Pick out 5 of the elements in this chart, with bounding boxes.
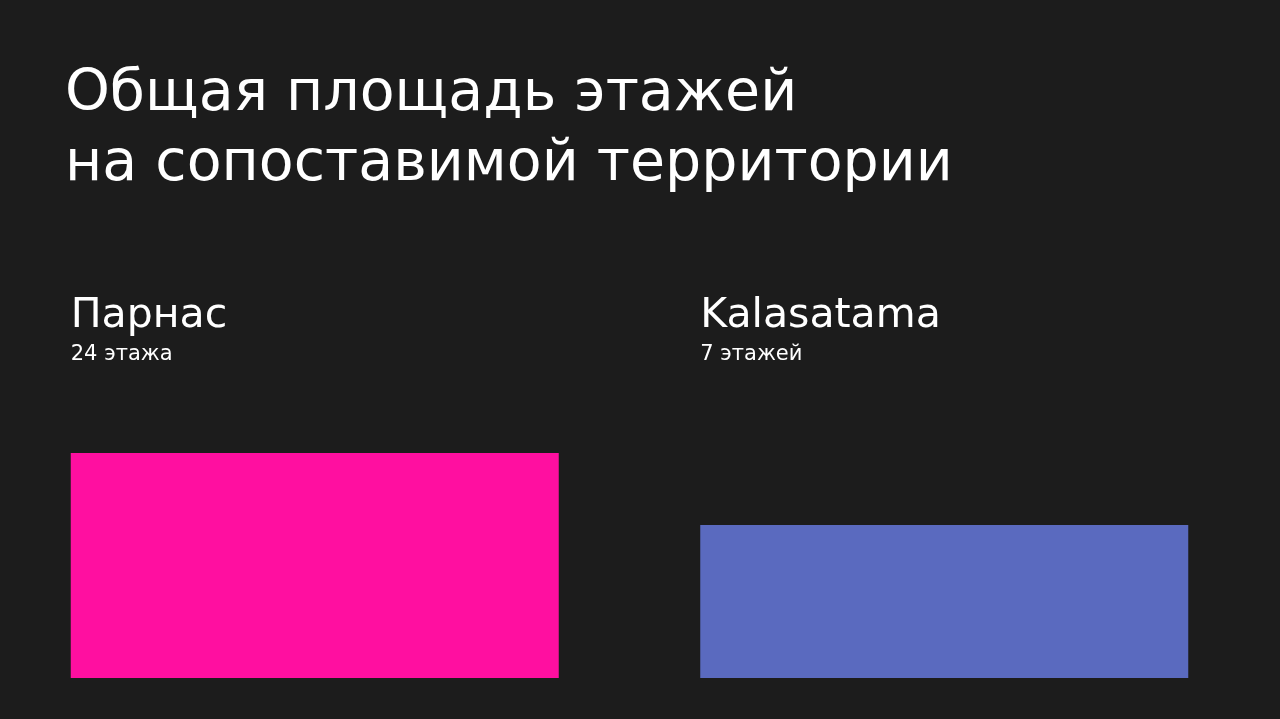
x-tick-label: Kalasatama (700, 288, 941, 337)
text: 7 этажей (700, 340, 803, 365)
text: 24 этажа (70, 340, 173, 365)
x-tick-label: Парнас (70, 288, 228, 337)
chart-title: Общая площадь этажей на сопоставимой территории (65, 57, 953, 193)
